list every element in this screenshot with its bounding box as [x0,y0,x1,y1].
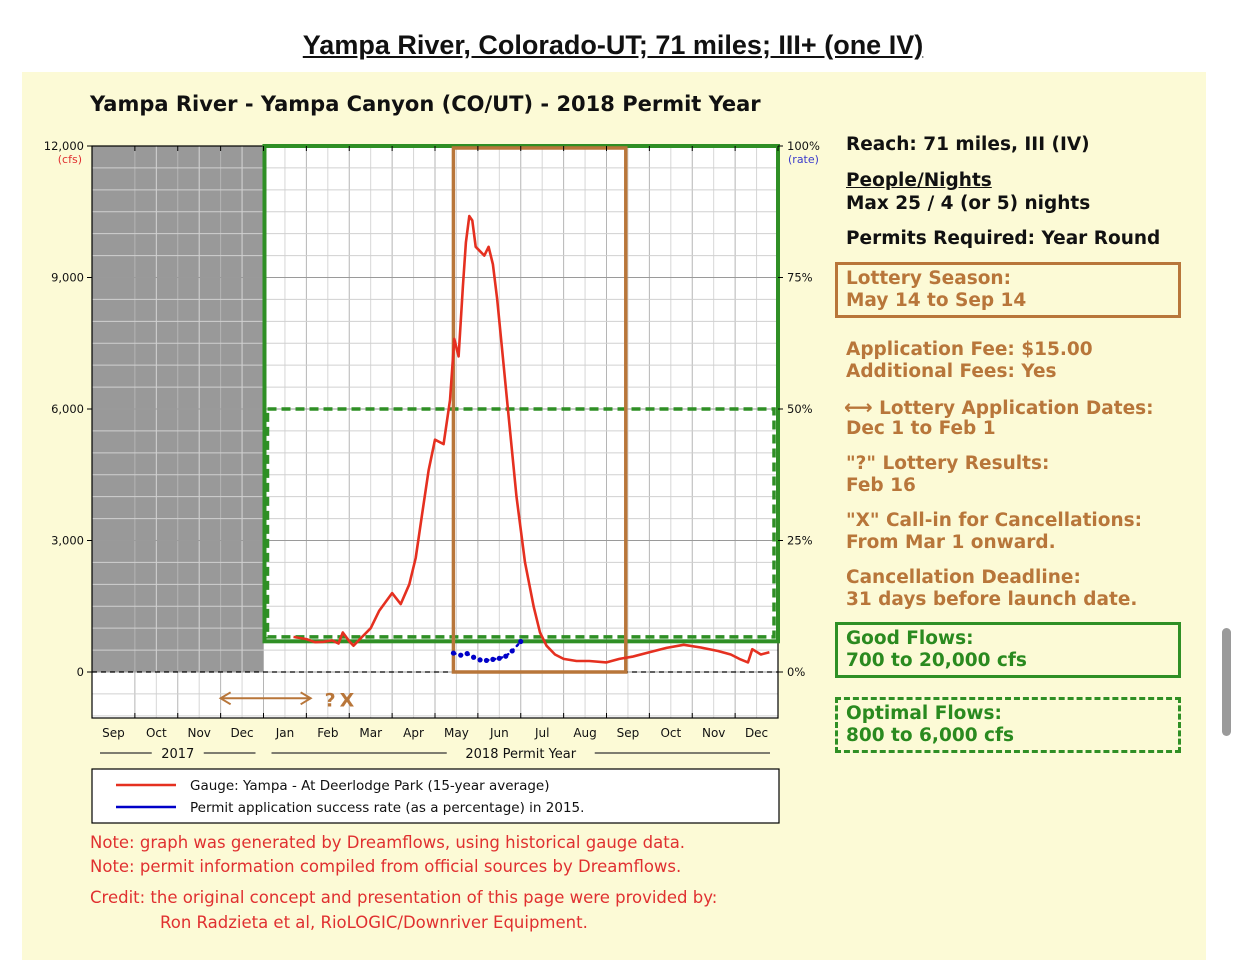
x-tick-label: Sep [102,726,125,740]
x-tick-label: Jul [534,726,549,740]
x-tick-label: Oct [146,726,167,740]
page-title: Yampa River, Colorado-UT; 71 miles; III+… [302,30,924,60]
y-tick-label: 6,000 [51,402,84,416]
success-rate-point [518,638,524,645]
lottery-season-value: May 14 to Sep 14 [846,290,1027,311]
success-rate-point [490,656,496,662]
results-value: Feb 16 [846,475,916,496]
y-right-tick-label: 25% [787,534,813,548]
success-rate-point [483,657,490,664]
x-tick-label: Jan [275,726,295,740]
x-tick-label: Dec [230,726,253,740]
success-rate-point [477,657,483,663]
people-nights-value: Max 25 / 4 (or 5) nights [846,193,1091,214]
success-rate-point [458,652,464,658]
lottery-season-label: Lottery Season: [846,268,1012,289]
good-flows-label: Good Flows: [846,628,974,649]
optimal-flows-region [265,407,776,639]
legend-box [91,768,780,824]
callin-marker: X [340,689,355,711]
note-2: Note: permit information compiled from o… [90,857,682,876]
optimal-flows-label: Optimal Flows: [846,703,1002,724]
x-tick-label: Sep [617,726,640,740]
y-right-tick-label: 0% [787,665,805,679]
vertical-scrollbar[interactable] [1222,628,1231,736]
success-rate-point [496,655,502,661]
y-right-tick-label: 50% [787,402,813,416]
x-tick-label: Nov [187,726,210,740]
y-right-tick-label: 75% [787,271,813,285]
callin-value: From Mar 1 onward. [846,532,1056,553]
permits-required-text: Permits Required: Year Round [846,228,1161,249]
results-label: "?" Lottery Results: [846,453,1050,474]
success-rate-point [464,650,470,657]
x-tick-label: Jun [489,726,509,740]
x-tick-label: Feb [317,726,338,740]
cancel-deadline-label: Cancellation Deadline: [846,567,1081,588]
optimal-flows-box: Optimal Flows: 800 to 6,000 cfs [835,697,1181,753]
y-tick-label: 0 [77,665,84,679]
success-rate-point [450,650,457,656]
credit-1: Credit: the original concept and present… [90,888,718,907]
x-tick-label: Oct [660,726,681,740]
y-tick-label: 12,000 [44,139,84,153]
note-1: Note: graph was generated by Dreamflows,… [90,833,686,852]
lottery-season-region [451,146,628,674]
application-dates-label-text: Lottery Application Dates: [879,398,1154,419]
reach-text: Reach: 71 miles, III (IV) [846,134,1090,155]
flow-chart: Yampa River - Yampa Canyon (CO/UT) - 201… [44,92,820,824]
x-tick-label: Apr [403,726,424,740]
x-tick-label: Aug [573,726,596,740]
success-rate-point [470,654,477,660]
success-rate-point [503,653,509,659]
credit-2: Ron Radzieta et al, RioLOGIC/Downriver E… [160,913,588,932]
good-flows-box: Good Flows: 700 to 20,000 cfs [835,622,1181,678]
additional-fees-text: Additional Fees: Yes [846,361,1057,382]
y-axis-unit-left: (cfs) [58,153,82,166]
gauge-series-line [293,214,770,664]
good-flows-value: 700 to 20,000 cfs [846,650,1027,671]
y-right-tick-label: 100% [787,139,820,153]
optimal-flows-value: 800 to 6,000 cfs [846,725,1015,746]
application-dates-label: ⟷ Lottery Application Dates: [844,396,1154,420]
callin-label: "X" Call-in for Cancellations: [846,510,1143,531]
chart-panel: Yampa River - Yampa Canyon (CO/UT) - 201… [22,72,1206,960]
year-label-2018: 2018 Permit Year [465,747,576,762]
application-fee-text: Application Fee: $15.00 [846,339,1093,360]
x-tick-label: Dec [745,726,768,740]
success-rate-point [509,648,515,654]
arrow-head-right [300,691,313,706]
legend-label-gauge: Gauge: Yampa - At Deerlodge Park (15-yea… [190,778,549,794]
y-tick-label: 3,000 [51,534,84,548]
arrow-head-left [218,691,232,706]
people-nights-heading: People/Nights [846,170,992,191]
legend-label-success: Permit application success rate (as a pe… [190,800,584,816]
x-tick-label: May [444,726,469,740]
double-arrow-icon: ⟷ [844,395,873,419]
x-tick-label: Nov [702,726,725,740]
year-label-2017: 2017 [161,747,194,762]
y-tick-label: 9,000 [51,271,84,285]
lottery-season-box: Lottery Season: May 14 to Sep 14 [835,262,1181,318]
cancel-deadline-value: 31 days before launch date. [846,589,1138,610]
y-axis-unit-right: (rate) [788,153,819,166]
chart-title: Yampa River - Yampa Canyon (CO/UT) - 201… [89,92,761,116]
results-marker: ? [325,689,336,711]
x-tick-label: Mar [359,726,382,740]
application-dates-value: Dec 1 to Feb 1 [846,418,996,439]
